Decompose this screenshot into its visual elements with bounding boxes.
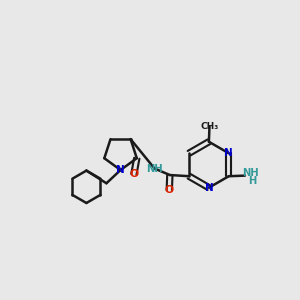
Text: O: O	[129, 169, 138, 179]
Text: NH: NH	[146, 164, 163, 173]
Text: N: N	[224, 148, 233, 158]
Text: N: N	[116, 165, 125, 175]
Text: NH: NH	[242, 168, 259, 178]
Text: N: N	[205, 183, 213, 193]
Text: O: O	[165, 185, 174, 195]
Text: H: H	[248, 176, 257, 186]
Text: CH₃: CH₃	[200, 122, 219, 131]
